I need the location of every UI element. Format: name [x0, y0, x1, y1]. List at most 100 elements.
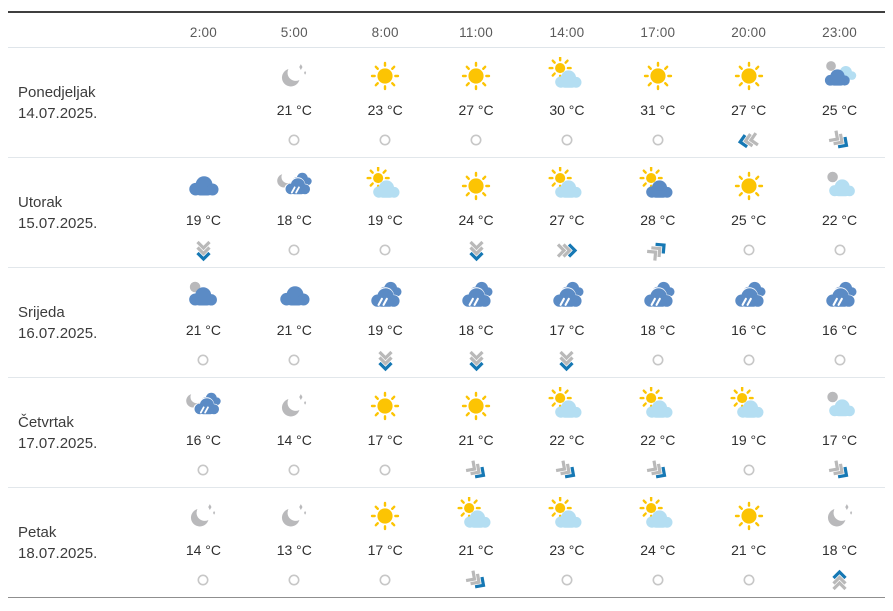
sunny-icon	[730, 56, 768, 96]
weather-forecast-table: 2:00 5:00 8:00 11:00 14:00 17:00 20:00 23:00 Po…	[8, 11, 885, 598]
sunny-icon	[457, 386, 495, 426]
time-header-label: 14:00	[549, 25, 585, 40]
forecast-body: Ponedjeljak 14.07.2025. 21 °C 23 °C 27 °C 3…	[8, 48, 885, 598]
wind-calm-icon	[374, 567, 396, 593]
wind-down-right-icon	[644, 457, 671, 483]
cloud-moon-icon	[184, 276, 222, 316]
forecast-cell: 23 °C	[340, 48, 431, 157]
day-name: Četvrtak	[18, 413, 74, 431]
wind-calm-icon	[647, 127, 669, 153]
temperature-value: 17 °C	[367, 432, 403, 448]
wind-calm-icon	[283, 127, 305, 153]
forecast-cell: 27 °C	[522, 158, 613, 267]
wind-calm-icon	[465, 127, 487, 153]
wind-calm-icon	[647, 347, 669, 373]
wind-calm-icon	[738, 567, 760, 593]
day-row: Ponedjeljak 14.07.2025. 21 °C 23 °C 27 °C 3…	[8, 48, 885, 158]
partly-light-icon	[548, 496, 586, 536]
forecast-cell: 14 °C	[158, 488, 249, 597]
temperature-value: 18 °C	[276, 212, 312, 228]
wind-down-right-icon	[553, 457, 580, 483]
forecast-cell: 16 °C	[794, 268, 885, 377]
forecast-cell: 17 °C	[340, 378, 431, 487]
temperature-value: 22 °C	[821, 212, 858, 228]
temperature-value: 16 °C	[185, 432, 222, 448]
temperature-value: 21 °C	[731, 542, 767, 558]
wind-calm-icon	[556, 567, 578, 593]
temperature-value: 21 °C	[276, 322, 312, 338]
wind-down-right-icon	[463, 457, 490, 483]
cloudy-blue-icon	[275, 276, 313, 316]
forecast-cell: 27 °C	[431, 48, 522, 157]
forecast-cell: 18 °C	[249, 158, 340, 267]
temperature-value: 17 °C	[549, 322, 585, 338]
night-clear-icon	[275, 56, 313, 96]
wind-calm-icon	[738, 237, 760, 263]
forecast-cell: 21 °C	[431, 488, 522, 597]
temperature-value: 21 °C	[458, 542, 494, 558]
forecast-cell: 27 °C	[703, 48, 794, 157]
wind-down-icon	[463, 347, 490, 373]
forecast-cell: 24 °C	[612, 488, 703, 597]
wind-calm-icon	[283, 567, 305, 593]
wind-down-right-icon	[826, 457, 853, 483]
forecast-cell: 13 °C	[249, 488, 340, 597]
forecast-cell: 19 °C	[340, 158, 431, 267]
day-date: 17.07.2025.	[18, 434, 98, 452]
night-mixed-icon	[821, 56, 859, 96]
forecast-cell: 31 °C	[612, 48, 703, 157]
wind-calm-icon	[374, 457, 396, 483]
rain-icon	[457, 276, 495, 316]
temperature-value: 19 °C	[731, 432, 767, 448]
rain-icon	[821, 276, 859, 316]
wind-right-icon	[553, 237, 580, 263]
wind-calm-icon	[374, 127, 396, 153]
day-label: Petak 18.07.2025.	[8, 488, 158, 597]
forecast-cell: 25 °C	[794, 48, 885, 157]
forecast-cell: 14 °C	[249, 378, 340, 487]
forecast-cell: 21 °C	[431, 378, 522, 487]
wind-down-icon	[463, 237, 490, 263]
wind-calm-icon	[283, 347, 305, 373]
forecast-cell	[158, 48, 249, 157]
cloudy-blue-icon	[184, 166, 222, 206]
partly-light-icon	[548, 56, 586, 96]
forecast-cell: 21 °C	[249, 48, 340, 157]
sunny-icon	[366, 386, 404, 426]
temperature-value: 21 °C	[458, 432, 494, 448]
time-header-label: 2:00	[189, 25, 217, 40]
forecast-cell: 16 °C	[703, 268, 794, 377]
night-light-cloud-icon	[821, 166, 859, 206]
wind-calm-icon	[647, 567, 669, 593]
partly-light-icon	[457, 496, 495, 536]
forecast-cell: 30 °C	[522, 48, 613, 157]
sunny-icon	[639, 56, 677, 96]
forecast-cell: 19 °C	[340, 268, 431, 377]
wind-down-right-icon	[463, 567, 490, 593]
night-clear-icon	[275, 386, 313, 426]
wind-calm-icon	[738, 347, 760, 373]
temperature-value: 19 °C	[367, 322, 403, 338]
forecast-cell: 25 °C	[703, 158, 794, 267]
temperature-value: 14 °C	[185, 542, 222, 558]
forecast-cell: 22 °C	[612, 378, 703, 487]
temperature-value: 19 °C	[367, 212, 403, 228]
day-name: Srijeda	[18, 303, 65, 321]
day-date: 14.07.2025.	[18, 104, 98, 122]
temperature-value: 21 °C	[276, 102, 312, 118]
night-clear-icon	[184, 496, 222, 536]
temperature-value: 19 °C	[185, 212, 222, 228]
temperature-value: 21 °C	[185, 322, 222, 338]
rain-icon	[730, 276, 768, 316]
wind-calm-icon	[283, 457, 305, 483]
forecast-cell: 19 °C	[158, 158, 249, 267]
sunny-icon	[730, 496, 768, 536]
wind-left-icon	[735, 127, 762, 153]
temperature-value: 24 °C	[458, 212, 494, 228]
rain-icon	[548, 276, 586, 316]
forecast-cell: 18 °C	[612, 268, 703, 377]
forecast-cell: 22 °C	[522, 378, 613, 487]
day-row: Petak 18.07.2025. 14 °C 13 °C 17 °C 21 °C …	[8, 488, 885, 598]
day-date: 18.07.2025.	[18, 544, 98, 562]
night-clear-icon	[821, 496, 859, 536]
